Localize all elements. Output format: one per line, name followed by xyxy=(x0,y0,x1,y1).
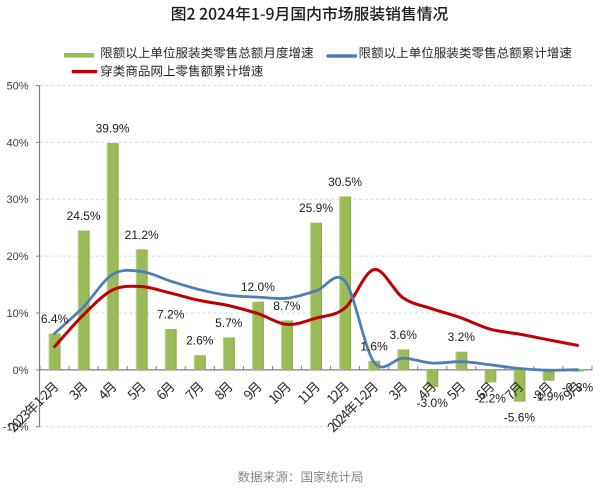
svg-text:3.2%: 3.2% xyxy=(448,330,476,344)
svg-text:0%: 0% xyxy=(13,365,29,377)
svg-text:5.7%: 5.7% xyxy=(215,316,243,330)
svg-text:39.9%: 39.9% xyxy=(96,122,130,136)
svg-text:40%: 40% xyxy=(6,137,28,149)
svg-text:3.6%: 3.6% xyxy=(390,328,418,342)
svg-text:30.5%: 30.5% xyxy=(328,175,362,189)
svg-text:25.9%: 25.9% xyxy=(299,201,333,215)
svg-text:-3.0%: -3.0% xyxy=(417,396,449,410)
svg-text:10%: 10% xyxy=(6,308,28,320)
svg-text:1.6%: 1.6% xyxy=(360,339,388,353)
svg-text:6.4%: 6.4% xyxy=(41,312,69,326)
svg-text:50%: 50% xyxy=(6,80,28,92)
svg-text:-2.2%: -2.2% xyxy=(475,391,507,405)
svg-text:2.6%: 2.6% xyxy=(186,334,214,348)
svg-text:8.7%: 8.7% xyxy=(273,299,301,313)
svg-text:24.5%: 24.5% xyxy=(67,209,101,223)
svg-text:-1.9%: -1.9% xyxy=(533,390,565,404)
svg-text:30%: 30% xyxy=(6,194,28,206)
svg-text:21.2%: 21.2% xyxy=(125,228,159,242)
svg-text:-10%: -10% xyxy=(3,422,29,434)
svg-text:-5.6%: -5.6% xyxy=(504,411,536,425)
svg-text:12.0%: 12.0% xyxy=(241,280,275,294)
svg-text:20%: 20% xyxy=(6,251,28,263)
svg-text:7.2%: 7.2% xyxy=(157,308,185,322)
